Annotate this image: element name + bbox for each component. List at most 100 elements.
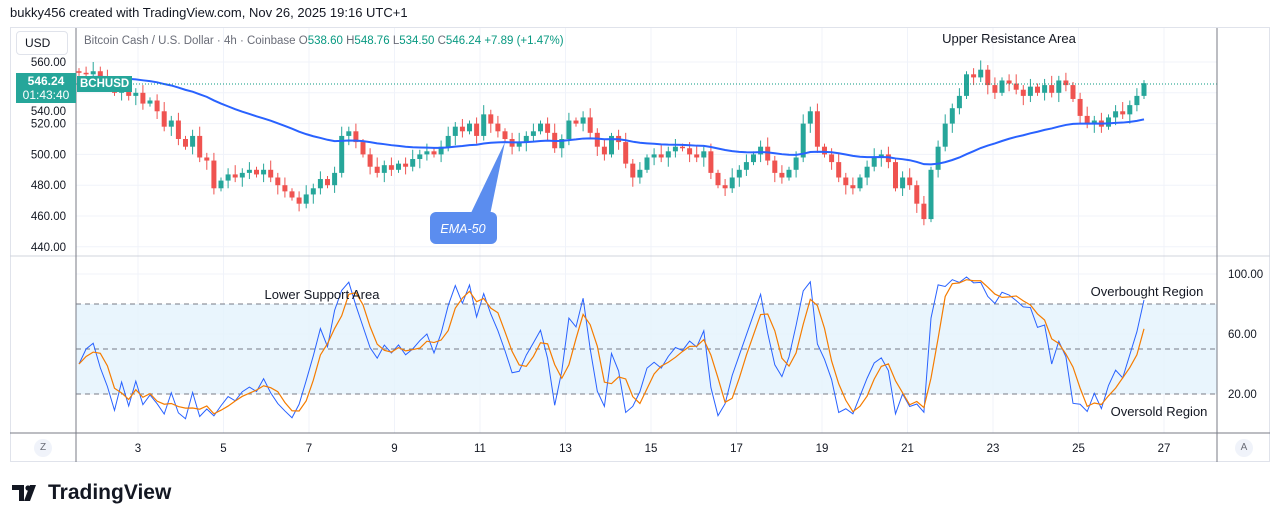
candle [800,123,806,158]
ema-callout-label: EMA-50 [440,222,485,236]
candle [743,162,749,170]
zoom-toggle-button[interactable]: Z [34,439,52,457]
candle [1077,98,1083,116]
candle [445,135,451,147]
candle [403,163,409,167]
close-value: 546.24 [445,35,482,47]
last-price: 546.24 [27,74,65,88]
high-value: 548.76 [354,35,390,47]
stoch-tick: 100.00 [1228,269,1263,281]
candle [609,135,614,155]
candle [1042,85,1048,93]
candle [1063,80,1069,86]
stoch-tick: 20.00 [1228,389,1257,401]
candle [978,69,984,78]
candle [218,180,224,189]
candle [97,71,103,78]
candle [261,169,267,175]
candle [396,163,401,170]
candle [985,69,991,86]
candle [168,120,174,127]
open-value: 538.60 [307,35,343,47]
candle [1070,85,1076,99]
candle [1006,80,1012,84]
candle [630,163,636,178]
time-tick: 3 [135,443,141,455]
candle [651,154,657,158]
candle [829,154,835,163]
candle [1127,105,1133,115]
stoch-tick: 60.00 [1228,329,1257,341]
candle [956,95,962,109]
auto-scale-button[interactable]: A [1235,439,1253,457]
candle [736,169,742,178]
ema-callout-pointer [470,142,505,215]
time-tick: 17 [730,443,743,455]
candle [296,197,302,204]
time-tick: 27 [1158,443,1171,455]
candle [928,169,934,220]
low-label: L [392,35,400,47]
candle [836,162,842,178]
symbol-tag: BCHUSD [77,76,133,92]
high-label: H [346,35,355,47]
candle [325,179,330,186]
candle [1091,120,1097,124]
chart-credit: bukky456 created with TradingView.com, N… [10,5,408,20]
currency-button[interactable]: USD [16,31,68,55]
candle [871,157,877,167]
candle [154,100,160,112]
candle [843,177,849,186]
candle [232,174,238,178]
price-tick: 520.00 [31,119,66,131]
candle [701,151,707,158]
candle [126,89,132,96]
candle [644,157,650,170]
time-tick: 11 [474,443,486,455]
candle [317,179,323,189]
price-tick: 480.00 [31,180,66,192]
upper-resistance-label: Upper Resistance Area [942,31,1076,46]
candle [758,146,764,155]
candle [751,154,756,163]
open-label: O [298,35,308,47]
candle [474,123,480,136]
candle [914,185,920,204]
time-tick: 9 [391,443,397,455]
candle [814,111,820,147]
candle [893,162,898,189]
candle [587,117,593,133]
price-tick: 440.00 [31,242,66,254]
candles [76,60,1147,226]
candle [907,177,913,186]
candle [900,177,906,189]
candle [374,166,380,173]
time-tick: 23 [987,443,1000,455]
candle [594,132,600,147]
candle [573,120,579,124]
candle [1120,111,1126,115]
candle [310,188,316,195]
candle [1049,85,1055,93]
stoch-k-line [78,276,1145,420]
candle [992,85,998,93]
tradingview-logo[interactable]: TradingView [12,481,171,505]
candle [1106,117,1111,127]
candle [346,131,352,136]
candle [289,191,295,198]
candle [83,72,89,75]
candle [161,111,167,127]
candle [672,146,678,152]
price-tick: 540.00 [31,106,66,118]
candle [367,154,373,167]
candle [488,114,494,124]
candle [523,135,529,143]
candle [935,146,941,170]
candle [516,142,522,147]
candle [360,142,366,155]
ema-50-line [78,75,1145,166]
oversold-label: Oversold Region [1111,404,1208,419]
candle [1027,86,1033,96]
candle [878,154,884,158]
